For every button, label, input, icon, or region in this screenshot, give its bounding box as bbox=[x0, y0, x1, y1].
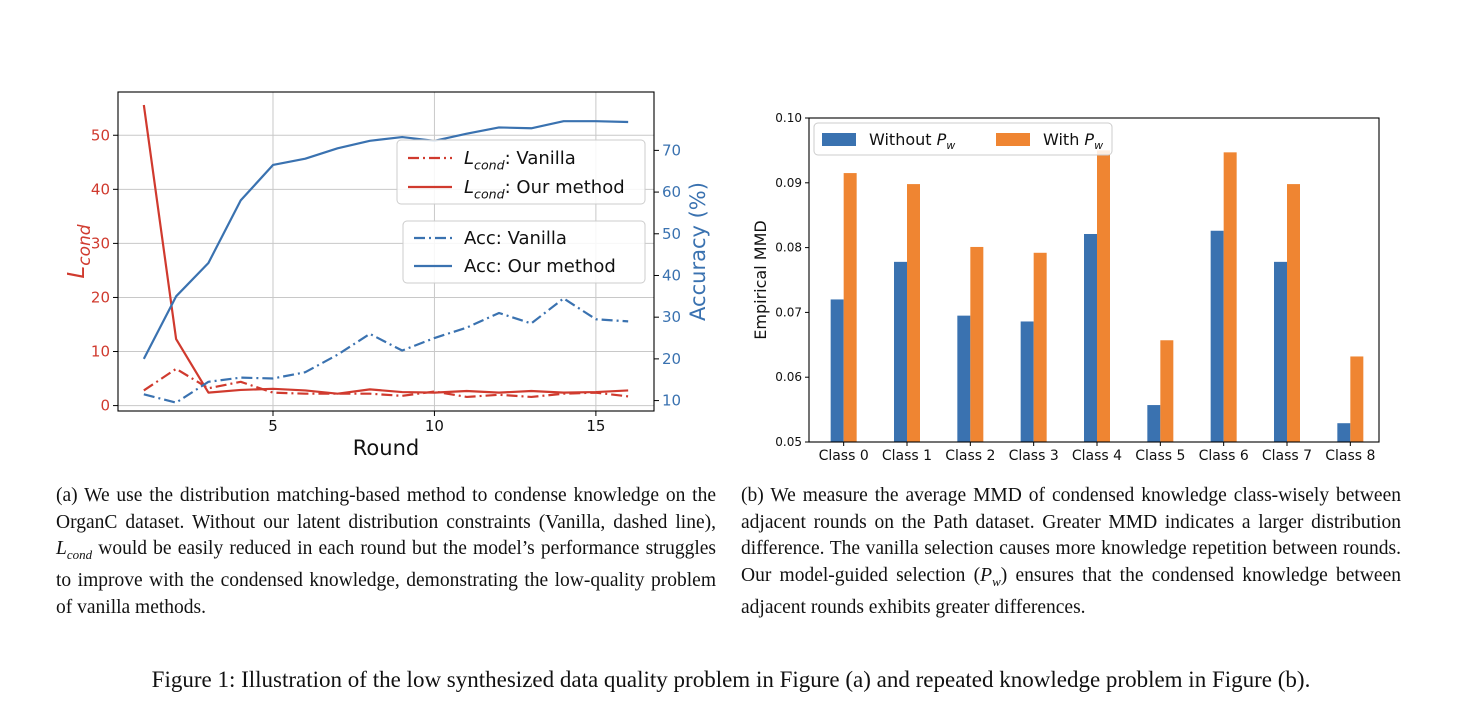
bar-with-pw bbox=[1097, 150, 1110, 442]
x-tick-label: 10 bbox=[425, 417, 444, 435]
bar-with-pw bbox=[1350, 356, 1364, 442]
legend-label: Lcond: Vanilla bbox=[464, 148, 576, 172]
plot-frame bbox=[808, 117, 1380, 443]
bar-without-pw bbox=[1274, 261, 1287, 442]
left-y-tick-label: 20 bbox=[91, 288, 110, 306]
line-chart-lcond-accuracy: 5 10 15 Round 0 10 20 30 40 50 Lcond 10 20 30 40 50 60 70… bbox=[64, 91, 710, 460]
series-line-2 bbox=[143, 297, 629, 404]
legend bbox=[813, 122, 1113, 156]
x-tick-label: Class 3 bbox=[1009, 448, 1059, 464]
bar-without-pw bbox=[1020, 321, 1034, 442]
y-tick-label: 0.05 bbox=[775, 435, 802, 449]
right-y-tick-label: 50 bbox=[662, 225, 681, 243]
right-y-tick-label: 40 bbox=[662, 266, 681, 284]
legend-acc bbox=[402, 220, 646, 284]
x-tick-label: Class 4 bbox=[1072, 448, 1122, 464]
legend-label: Acc: Vanilla bbox=[464, 228, 567, 249]
bar-without-pw bbox=[1210, 230, 1224, 442]
left-y-tick-label: 50 bbox=[91, 126, 110, 144]
bar-with-pw bbox=[1223, 152, 1237, 442]
bar-with-pw bbox=[970, 246, 984, 442]
x-tick-label: 5 bbox=[268, 417, 278, 435]
right-y-tick-label: 70 bbox=[662, 141, 681, 159]
bar-without-pw bbox=[957, 315, 971, 442]
right-y-tick-label: 60 bbox=[662, 183, 681, 201]
plot-frame bbox=[117, 91, 655, 412]
series-line-0 bbox=[143, 367, 629, 399]
x-tick-label: Class 8 bbox=[1325, 448, 1375, 464]
left-y-axis-label: Lcond bbox=[64, 224, 95, 278]
y-tick-label: 0.10 bbox=[775, 111, 802, 125]
series-line-3 bbox=[142, 120, 629, 360]
right-y-axis-label: Accuracy (%) bbox=[686, 182, 710, 321]
bar-without-pw bbox=[1147, 405, 1161, 442]
x-tick-label: Class 5 bbox=[1135, 448, 1185, 464]
x-tick-label: Class 7 bbox=[1262, 448, 1312, 464]
left-y-tick-label: 30 bbox=[91, 234, 110, 252]
series-line-1 bbox=[142, 104, 629, 395]
bar-without-pw bbox=[1084, 233, 1097, 442]
left-y-tick-label: 40 bbox=[91, 180, 110, 198]
bar-without-pw bbox=[894, 261, 907, 442]
caption-b-math: Pw bbox=[980, 564, 1001, 589]
bar-without-pw bbox=[1337, 423, 1351, 442]
legend-label: With Pw bbox=[1043, 130, 1103, 152]
x-axis-label: Round bbox=[353, 436, 419, 460]
left-y-tick-label: 10 bbox=[91, 343, 110, 361]
caption-a-text: (a) We use the distribution matching-bas… bbox=[56, 485, 716, 533]
caption-b: (b) We measure the average MMD of conden… bbox=[741, 483, 1401, 621]
caption-a-text-2: would be easily reduced in each round bu… bbox=[56, 538, 716, 618]
y-axis-label: Empirical MMD bbox=[751, 220, 770, 339]
bar-with-pw bbox=[843, 173, 857, 442]
x-tick-label: Class 2 bbox=[945, 448, 995, 464]
y-tick-label: 0.09 bbox=[775, 176, 802, 190]
x-tick-label: Class 6 bbox=[1199, 448, 1249, 464]
y-tick-label: 0.08 bbox=[775, 241, 802, 255]
legend-label: Acc: Our method bbox=[464, 256, 616, 277]
caption-b-text: (b) We measure the average MMD of conden… bbox=[741, 485, 1401, 586]
bar-with-pw bbox=[1160, 340, 1174, 442]
y-tick-label: 0.07 bbox=[775, 305, 802, 319]
left-y-tick-label: 0 bbox=[100, 397, 110, 415]
right-y-tick-label: 10 bbox=[662, 392, 681, 410]
legend-label: Lcond: Our method bbox=[464, 177, 625, 201]
caption-b-text-2: ) ensures that the condensed knowledge b… bbox=[741, 564, 1401, 618]
legend-swatch bbox=[822, 133, 856, 146]
bar-chart-empirical-mmd: 0.05 0.06 0.07 0.08 0.09 0.10 Empirical MMD Cla… bbox=[751, 111, 1380, 464]
caption-a-math: Lcond bbox=[56, 538, 93, 562]
bar-with-pw bbox=[1033, 252, 1047, 442]
legend-lcond bbox=[396, 139, 646, 205]
right-y-tick-label: 20 bbox=[662, 350, 681, 368]
legend-label: Without Pw bbox=[869, 130, 955, 152]
right-y-tick-label: 30 bbox=[662, 308, 681, 326]
x-tick-label: Class 0 bbox=[819, 448, 869, 464]
figure-caption: Figure 1: Illustration of the low synthe… bbox=[151, 667, 1311, 692]
legend-swatch bbox=[996, 133, 1030, 146]
bar-without-pw bbox=[830, 299, 844, 442]
y-tick-label: 0.06 bbox=[775, 370, 802, 384]
x-tick-label: 15 bbox=[586, 417, 605, 435]
bar-with-pw bbox=[907, 184, 920, 442]
bar-with-pw bbox=[1287, 184, 1300, 442]
caption-a: (a) We use the distribution matching-bas… bbox=[56, 483, 716, 621]
x-tick-label: Class 1 bbox=[882, 448, 932, 464]
